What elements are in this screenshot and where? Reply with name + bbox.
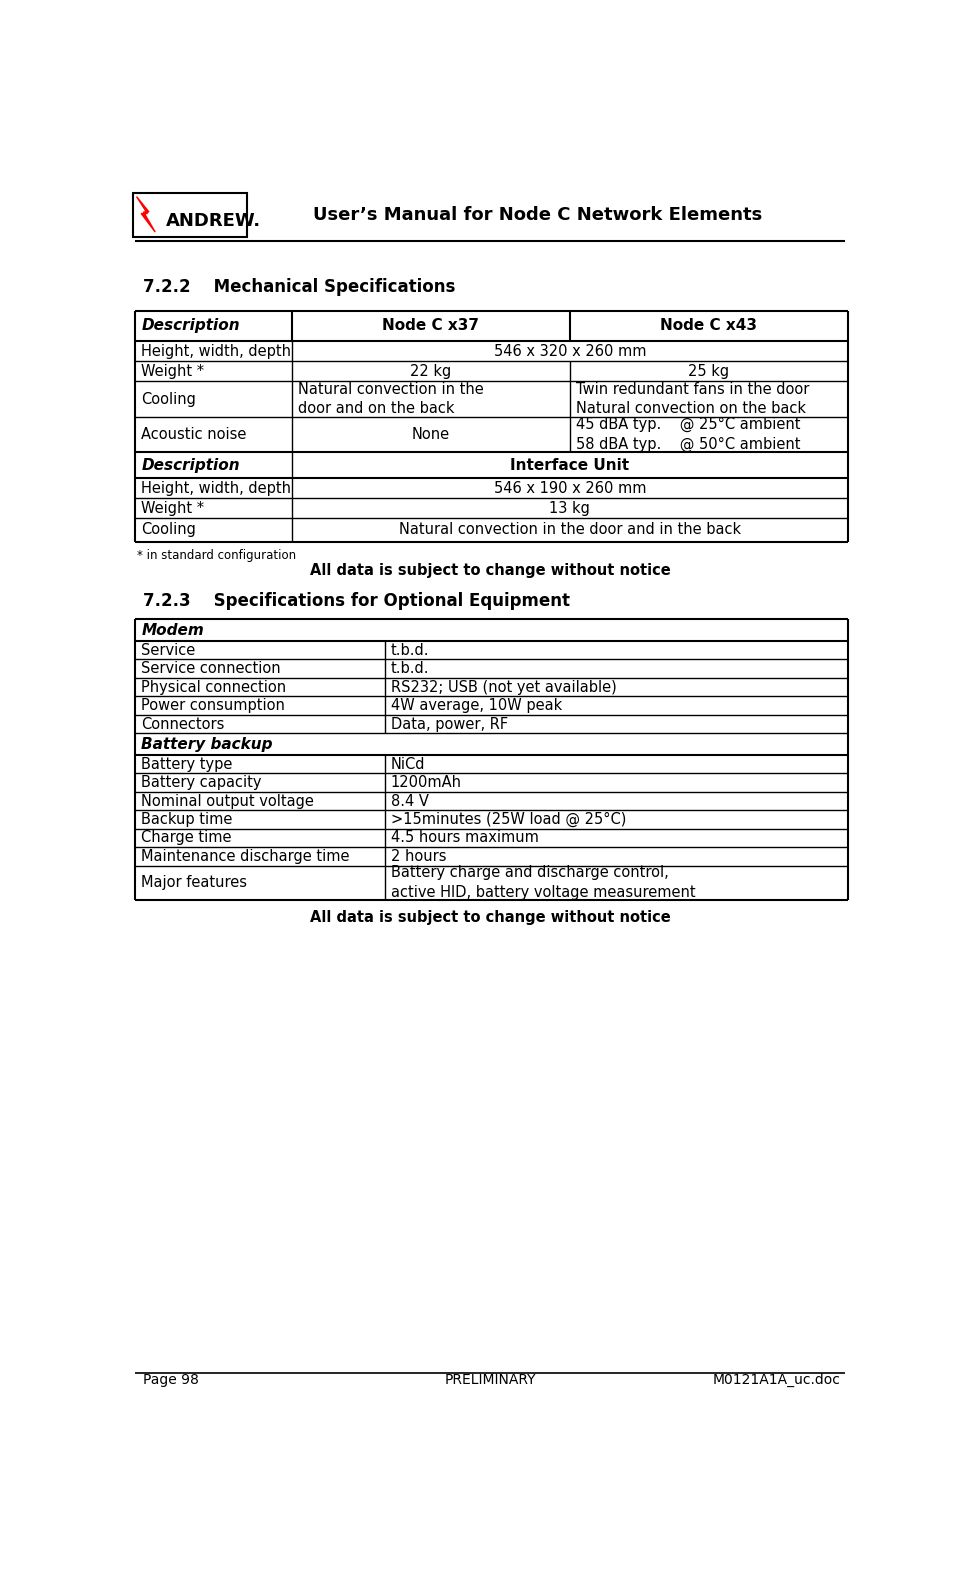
Text: Weight *: Weight * (141, 501, 205, 516)
Text: 7.2.2    Mechanical Specifications: 7.2.2 Mechanical Specifications (142, 279, 455, 296)
Text: Height, width, depth: Height, width, depth (141, 343, 292, 359)
Text: All data is subject to change without notice: All data is subject to change without no… (310, 563, 670, 578)
Text: All data is subject to change without notice: All data is subject to change without no… (310, 910, 670, 926)
Text: Connectors: Connectors (141, 716, 225, 732)
Text: Node C x43: Node C x43 (661, 318, 757, 334)
Text: 546 x 320 x 260 mm: 546 x 320 x 260 mm (493, 343, 646, 359)
Text: NiCd: NiCd (391, 757, 425, 771)
Text: Battery backup: Battery backup (141, 737, 272, 751)
Text: Interface Unit: Interface Unit (511, 458, 629, 472)
Text: Service connection: Service connection (141, 661, 281, 677)
Text: User’s Manual for Node C Network Elements: User’s Manual for Node C Network Element… (314, 206, 763, 224)
Text: Charge time: Charge time (141, 831, 231, 845)
Text: Major features: Major features (141, 875, 248, 891)
Text: Battery charge and discharge control,
active HID, battery voltage measurement: Battery charge and discharge control, ac… (391, 866, 695, 900)
Text: t.b.d.: t.b.d. (391, 661, 429, 677)
Text: Battery type: Battery type (141, 757, 232, 771)
Text: Cooling: Cooling (141, 523, 196, 537)
Text: 7.2.3    Specifications for Optional Equipment: 7.2.3 Specifications for Optional Equipm… (142, 592, 570, 609)
Text: Battery capacity: Battery capacity (141, 774, 262, 790)
Text: 25 kg: 25 kg (688, 364, 729, 379)
Text: 45 dBA typ.    @ 25°C ambient
58 dBA typ.    @ 50°C ambient: 45 dBA typ. @ 25°C ambient 58 dBA typ. @… (576, 417, 800, 452)
Text: 546 x 190 x 260 mm: 546 x 190 x 260 mm (493, 482, 646, 496)
Text: Maintenance discharge time: Maintenance discharge time (141, 848, 350, 864)
Text: Natural convection in the
door and on the back: Natural convection in the door and on th… (298, 381, 484, 417)
Text: 4W average, 10W peak: 4W average, 10W peak (391, 697, 562, 713)
Text: PRELIMINARY: PRELIMINARY (445, 1373, 535, 1387)
Text: Acoustic noise: Acoustic noise (141, 427, 247, 442)
Text: Twin redundant fans in the door
Natural convection on the back: Twin redundant fans in the door Natural … (576, 381, 810, 417)
Text: 13 kg: 13 kg (550, 501, 591, 516)
Text: Modem: Modem (141, 623, 204, 637)
Text: * in standard configuration: * in standard configuration (137, 549, 295, 562)
Text: Weight *: Weight * (141, 364, 205, 379)
Text: Node C x37: Node C x37 (382, 318, 479, 334)
Text: 4.5 hours maximum: 4.5 hours maximum (391, 831, 538, 845)
Text: >15minutes (25W load @ 25°C): >15minutes (25W load @ 25°C) (391, 812, 626, 826)
Text: Physical connection: Physical connection (141, 680, 287, 694)
Text: 22 kg: 22 kg (410, 364, 451, 379)
Text: 8.4 V: 8.4 V (391, 793, 428, 809)
Text: M0121A1A_uc.doc: M0121A1A_uc.doc (712, 1373, 840, 1387)
Text: 2 hours: 2 hours (391, 848, 446, 864)
Text: Data, power, RF: Data, power, RF (391, 716, 508, 732)
Text: 1200mAh: 1200mAh (391, 774, 462, 790)
Text: ANDREW.: ANDREW. (166, 212, 261, 230)
Text: Backup time: Backup time (141, 812, 232, 826)
Text: Description: Description (141, 458, 240, 472)
Text: Power consumption: Power consumption (141, 697, 285, 713)
Text: Service: Service (141, 642, 195, 658)
Text: Nominal output voltage: Nominal output voltage (141, 793, 315, 809)
Polygon shape (137, 197, 155, 231)
Text: None: None (412, 427, 450, 442)
Text: t.b.d.: t.b.d. (391, 642, 429, 658)
Text: Natural convection in the door and in the back: Natural convection in the door and in th… (399, 523, 741, 537)
Text: Height, width, depth: Height, width, depth (141, 482, 292, 496)
Bar (133, 194, 248, 236)
Text: Cooling: Cooling (141, 392, 196, 406)
Text: Page 98: Page 98 (142, 1373, 199, 1387)
Text: RS232; USB (not yet available): RS232; USB (not yet available) (391, 680, 617, 694)
Text: Description: Description (141, 318, 240, 334)
